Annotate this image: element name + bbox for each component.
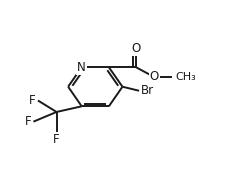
Text: F: F xyxy=(25,115,31,128)
Text: F: F xyxy=(29,94,36,107)
Text: CH₃: CH₃ xyxy=(175,72,195,82)
Text: O: O xyxy=(131,42,140,55)
Text: F: F xyxy=(53,133,60,146)
Text: O: O xyxy=(149,70,158,83)
Text: N: N xyxy=(77,61,86,74)
Text: Br: Br xyxy=(141,84,154,97)
